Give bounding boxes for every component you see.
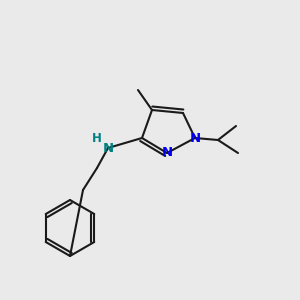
Text: N: N: [189, 131, 201, 145]
Text: N: N: [161, 146, 172, 160]
Text: N: N: [102, 142, 114, 154]
Text: H: H: [92, 131, 102, 145]
